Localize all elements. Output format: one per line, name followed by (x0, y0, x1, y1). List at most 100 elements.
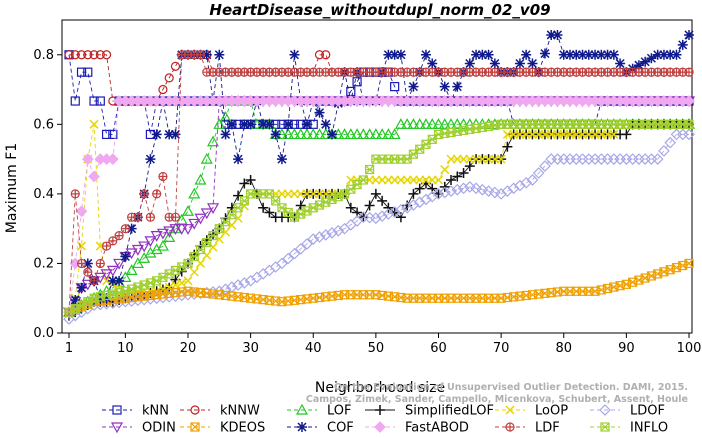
data-point-lof (394, 118, 407, 129)
data-point-ldof (395, 204, 407, 216)
data-point-lof (351, 128, 364, 140)
y-tick-label: 0.6 (33, 117, 54, 132)
data-point-cof (389, 49, 400, 60)
data-point-ldof (370, 212, 382, 225)
data-point-cof (126, 223, 137, 234)
legend-item-ldof: LDOF (590, 404, 665, 419)
data-point-cof (258, 119, 269, 130)
legend-label: FastABOD (405, 421, 469, 435)
data-point-knnw (64, 50, 74, 60)
data-point-cof (527, 58, 538, 69)
data-point-cof (658, 49, 669, 60)
data-point-ldof (445, 185, 457, 197)
data-point-cof (571, 49, 582, 60)
x-tick-label: 80 (555, 341, 572, 356)
data-point-simplifiedlof (295, 200, 306, 211)
data-point-cof (684, 29, 694, 40)
legend-label: kNN (142, 404, 169, 419)
data-point-odin (144, 236, 157, 248)
data-point-simplifiedlof (258, 202, 269, 213)
data-point-ldof (683, 128, 695, 141)
data-point-ldof (326, 226, 338, 239)
data-point-odin (194, 213, 207, 225)
data-point-lof (357, 128, 370, 140)
data-point-cof (439, 81, 450, 92)
data-point-ldof (263, 264, 276, 277)
data-point-cof (120, 251, 131, 262)
data-point-ldof (501, 185, 514, 197)
data-point-lof (401, 118, 414, 129)
data-point-knnw (158, 84, 168, 95)
data-point-simplifiedlof (364, 200, 375, 211)
data-point-inflo (239, 196, 249, 206)
series-loop (64, 119, 694, 317)
data-point-odin (150, 231, 163, 242)
data-point-ldof (307, 233, 320, 245)
data-point-cof (70, 294, 81, 305)
data-point-lof (388, 128, 401, 140)
data-point-ldof (269, 261, 282, 273)
data-point-ldof (182, 288, 194, 301)
legend-label: LDF (535, 421, 560, 435)
data-point-simplifiedlof (176, 266, 187, 277)
legend-label: kNNW (220, 404, 260, 419)
data-point-fastabod (81, 153, 94, 165)
data-point-lof (194, 173, 207, 185)
data-point-ldf (70, 189, 80, 199)
data-point-simplifiedlof (245, 174, 256, 185)
data-point-cof (615, 58, 626, 69)
data-point-inflo (352, 180, 362, 190)
data-point-lof (131, 257, 144, 269)
data-point-lof (313, 128, 326, 140)
data-point-ldof (238, 277, 251, 289)
data-point-lof (188, 187, 201, 199)
data-point-ldf (95, 258, 105, 269)
data-point-knn (83, 67, 93, 77)
data-point-knn (390, 81, 400, 92)
data-point-ldof (382, 208, 395, 220)
data-point-cof (270, 129, 281, 140)
data-point-cof (596, 49, 607, 60)
data-point-cof (226, 119, 237, 130)
data-point-ldf (684, 67, 694, 77)
data-point-odin (163, 226, 176, 238)
data-point-ldof (332, 224, 345, 237)
y-tick-label: 0.4 (33, 187, 54, 202)
data-point-simplifiedlof (408, 188, 419, 199)
data-point-ldof (288, 247, 301, 260)
legend-item-odin: ODIN (102, 421, 176, 436)
data-point-lof (451, 118, 464, 129)
legend-marker-knn (112, 405, 122, 415)
data-point-cof (671, 49, 682, 60)
data-point-cof (608, 49, 619, 60)
data-point-ldof (282, 252, 295, 265)
x-tick-label: 1 (65, 341, 73, 356)
data-point-simplifiedlof (345, 202, 356, 213)
data-point-ldof (194, 287, 207, 300)
data-point-inflo (283, 207, 293, 218)
data-point-simplifiedlof (502, 141, 513, 152)
data-point-ldof (489, 186, 501, 199)
data-point-odin (156, 228, 169, 240)
data-point-loop (440, 165, 450, 175)
x-tick-label: 90 (618, 341, 635, 356)
data-point-loop (89, 119, 99, 129)
data-point-cof (577, 49, 588, 60)
data-point-fastabod (88, 170, 100, 183)
data-point-lof (376, 128, 389, 140)
data-point-ldof (532, 167, 545, 179)
y-tick-label: 0.2 (33, 256, 54, 271)
data-point-cof (245, 119, 256, 130)
data-point-ldof (457, 182, 470, 195)
data-point-knnw (83, 50, 93, 60)
data-point-odin (138, 241, 151, 253)
data-point-odin (106, 265, 119, 277)
data-point-cof (420, 49, 431, 60)
data-point-cof (408, 81, 419, 92)
legend-item-simplifiedlof: SimplifiedLOF (365, 404, 494, 419)
data-point-ldof (301, 238, 313, 250)
data-point-lof (200, 152, 213, 164)
data-point-fastabod (75, 205, 88, 218)
data-point-knnw (170, 61, 181, 71)
data-point-knnw (89, 50, 99, 60)
